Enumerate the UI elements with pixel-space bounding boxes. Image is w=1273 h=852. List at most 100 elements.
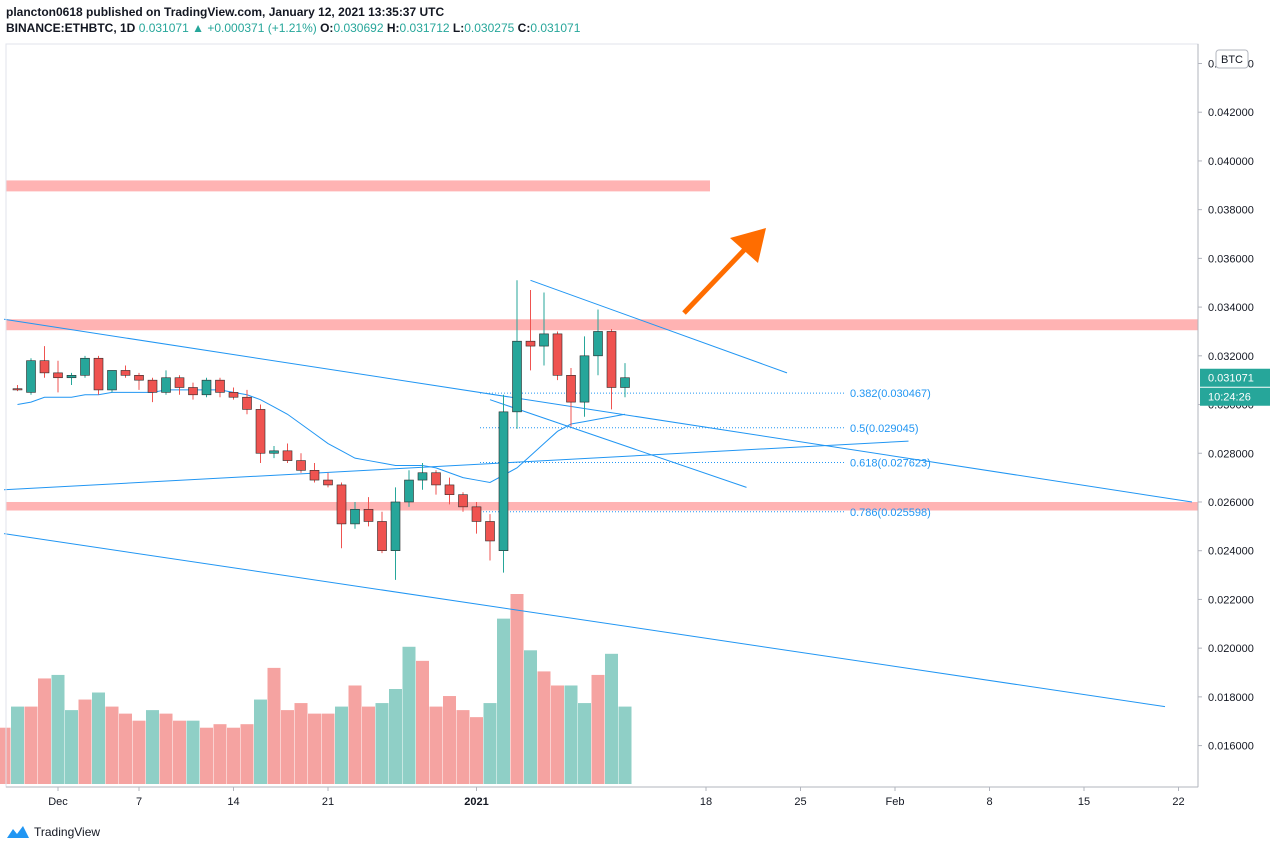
candle-body[interactable] (269, 450, 279, 454)
volume-bar (443, 696, 456, 784)
candle-body[interactable] (552, 333, 563, 376)
volume-bar (402, 646, 416, 784)
candle-body[interactable] (242, 396, 252, 410)
trendline[interactable] (3, 440, 909, 491)
forecast-arrow[interactable] (682, 228, 766, 315)
price-tick-label: 0.020000 (1208, 643, 1254, 655)
candle-body[interactable] (215, 379, 225, 393)
candle-body[interactable] (255, 409, 266, 454)
candle-body[interactable] (512, 340, 522, 413)
volume-bar (524, 650, 537, 784)
candle-body[interactable] (620, 377, 630, 388)
chart-header: plancton0618 published on TradingView.co… (6, 4, 1106, 36)
time-tick-label: Feb (886, 796, 905, 808)
candle-body[interactable] (377, 521, 387, 552)
volume-bar (389, 689, 402, 784)
volume-bar (537, 671, 551, 784)
arrow-head[interactable] (730, 228, 766, 263)
candle-body[interactable] (147, 379, 158, 393)
candle-body[interactable] (39, 360, 50, 374)
close-value: 0.031071 (530, 21, 581, 35)
axes: 0.016000 0.018000 0.020000 0.022000 0.024000… (5, 43, 1270, 808)
candles[interactable] (12, 280, 630, 580)
candle-body[interactable] (431, 472, 441, 486)
trendline[interactable] (3, 318, 1193, 503)
trendline[interactable] (3, 533, 1166, 708)
candle-body[interactable] (53, 372, 63, 379)
candle-body[interactable] (188, 387, 198, 396)
tradingview-logo[interactable]: TradingView (6, 824, 100, 840)
candle-body[interactable] (336, 484, 347, 525)
candle-body[interactable] (404, 479, 414, 503)
ohlc-info: BINANCE:ETHBTC, 1D 0.031071 ▲ +0.000371 … (6, 21, 581, 35)
candle-body[interactable] (350, 508, 360, 525)
fib-level-label: 0.5(0.029045) (850, 423, 919, 435)
candle-body[interactable] (80, 357, 90, 376)
candle-body[interactable] (444, 484, 455, 495)
candle-body[interactable] (485, 521, 495, 542)
resistance-zone[interactable] (6, 180, 710, 192)
candle-body[interactable] (120, 370, 131, 376)
arrow-shaft[interactable] (682, 244, 750, 315)
candle-body[interactable] (390, 501, 401, 552)
candle-body[interactable] (606, 331, 617, 388)
candle-body[interactable] (296, 460, 306, 471)
resistance-zone[interactable] (6, 319, 1198, 331)
trendline[interactable] (489, 399, 747, 488)
candle-body[interactable] (12, 388, 23, 391)
volume-bar (308, 713, 321, 784)
candle-body[interactable] (161, 377, 171, 393)
timer-badge-bg (1200, 387, 1270, 406)
price-tick-label: 0.034000 (1208, 302, 1254, 314)
candle-body[interactable] (107, 370, 117, 391)
volume-bar (321, 713, 335, 784)
candle-body[interactable] (458, 494, 468, 508)
volume-bar (65, 710, 78, 784)
volume-bar (24, 706, 38, 784)
time-tick-label: 14 (227, 796, 239, 808)
logo-text: TradingView (34, 825, 101, 839)
volume-bar (362, 706, 375, 784)
currency-badge-bg[interactable] (1215, 49, 1249, 69)
candle-body[interactable] (201, 379, 212, 396)
currency-badge[interactable]: BTC (1221, 54, 1243, 66)
candle-body[interactable] (417, 472, 428, 481)
candle-body[interactable] (579, 355, 590, 403)
candle-body[interactable] (498, 411, 509, 552)
volume-bar (578, 703, 591, 784)
volume-bar (267, 667, 281, 784)
time-tick-label: 21 (322, 796, 334, 808)
last-price-badge-bg (1200, 368, 1270, 387)
low-label: L: (452, 21, 465, 35)
volume-bar (186, 720, 200, 784)
ma-line (17, 389, 626, 484)
candle-body[interactable] (566, 375, 576, 403)
price-tick-label: 0.024000 (1208, 546, 1254, 558)
candle-body[interactable] (363, 508, 374, 522)
candle-body[interactable] (593, 331, 603, 357)
candle-body[interactable] (525, 340, 536, 347)
candle-body[interactable] (539, 333, 549, 347)
candle-body[interactable] (26, 360, 36, 393)
candle-body[interactable] (323, 479, 333, 486)
candle-body[interactable] (471, 506, 482, 522)
candle-body[interactable] (228, 392, 239, 398)
resistance-zone[interactable] (6, 501, 1198, 511)
candle-body[interactable] (309, 470, 320, 481)
publish-info: plancton0618 published on TradingView.co… (6, 4, 1106, 20)
moving-average (17, 389, 626, 484)
candle-body[interactable] (66, 375, 77, 379)
high-value: 0.031712 (399, 21, 450, 35)
trendlines[interactable] (3, 279, 1193, 708)
fibonacci-levels[interactable]: 0.382(0.030467) 0.5(0.029045) 0.618(0.0276… (480, 388, 931, 519)
timer-badge: 10:24:26 (1208, 392, 1251, 404)
volume-bar (200, 727, 213, 784)
trendline[interactable] (530, 279, 788, 374)
candle-body[interactable] (93, 357, 104, 391)
time-tick-label: 22 (1172, 796, 1184, 808)
close-label: C: (517, 21, 531, 35)
candle-body[interactable] (282, 450, 293, 461)
candle-body[interactable] (174, 377, 185, 388)
candle-body[interactable] (134, 375, 144, 381)
